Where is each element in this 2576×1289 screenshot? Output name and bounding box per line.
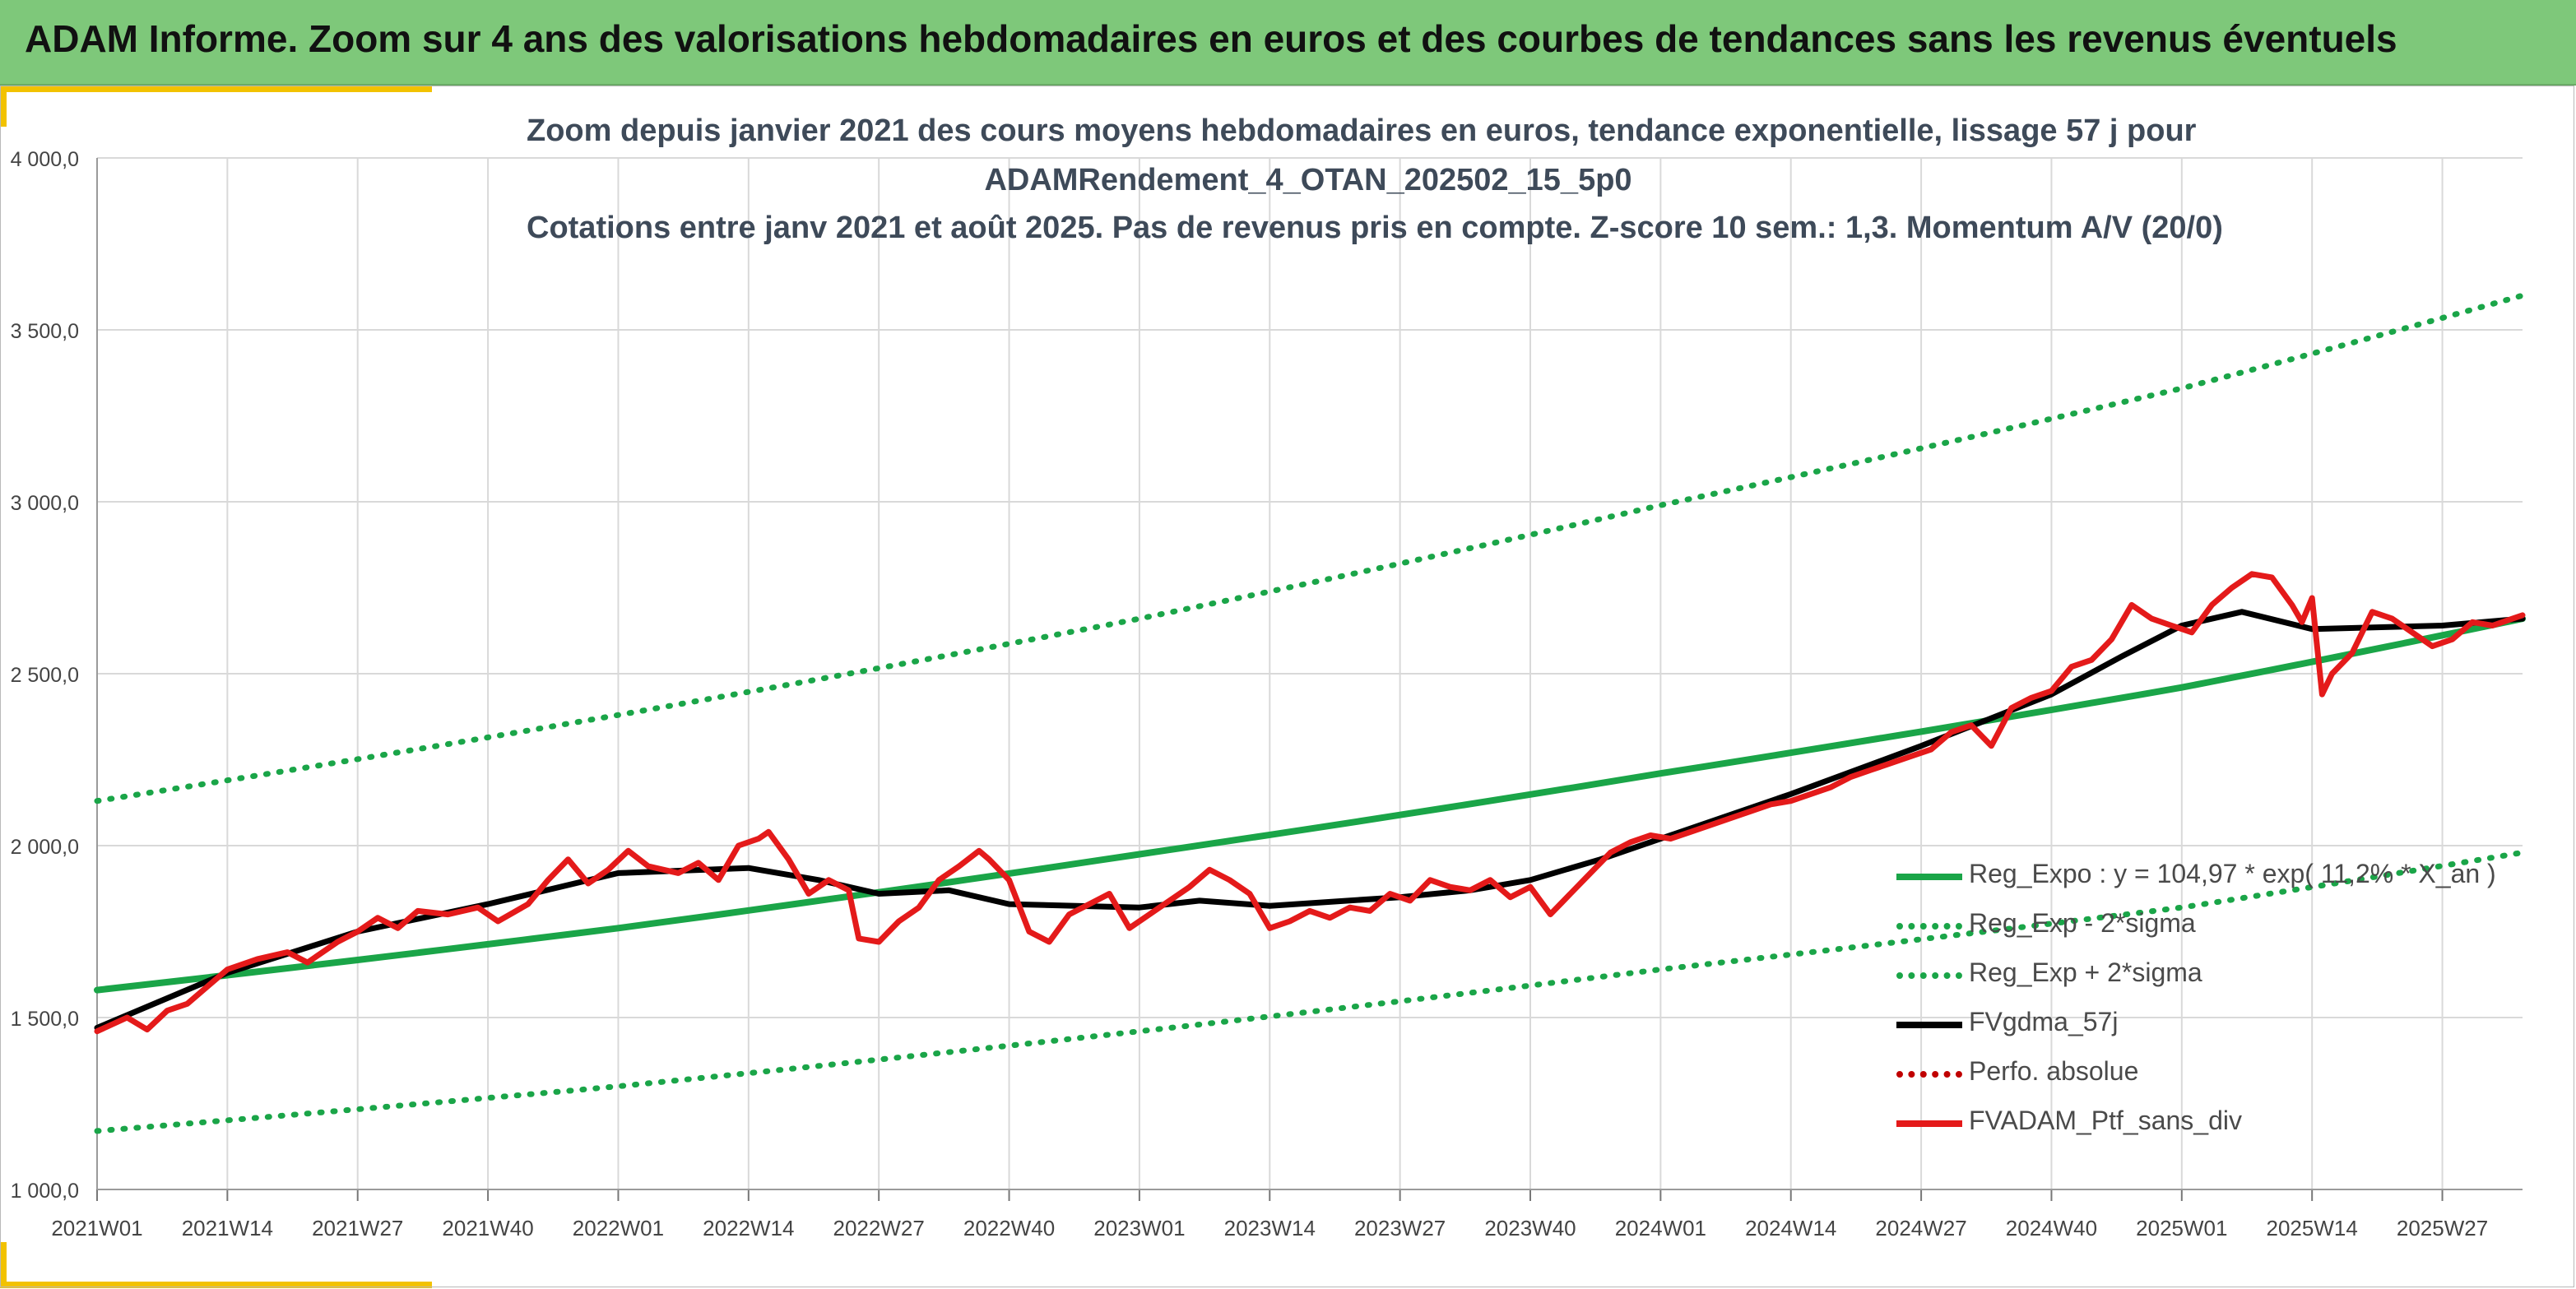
report-banner: ADAM Informe. Zoom sur 4 ans des valoris… xyxy=(0,0,2576,86)
legend-swatch-perfo xyxy=(1896,1071,1962,1078)
x-tick-label: 2024W27 xyxy=(1875,1216,1966,1240)
legend-label-gdma: FVgdma_57j xyxy=(1969,1007,2119,1036)
x-tick-label: 2024W01 xyxy=(1615,1216,1706,1240)
axes: 1 000,0 1 500,0 2 000,0 2 500,0 3 000,0 3 500… xyxy=(11,148,2523,1240)
x-tick-label: 2023W40 xyxy=(1484,1216,1576,1240)
x-tick-label: 2023W27 xyxy=(1354,1216,1446,1240)
x-tick-label: 2024W40 xyxy=(2006,1216,2097,1240)
x-tick-label: 2025W27 xyxy=(2397,1216,2488,1240)
x-tick-label: 2021W27 xyxy=(312,1216,403,1240)
x-tick-label: 2022W01 xyxy=(573,1216,664,1240)
x-tick-label: 2022W14 xyxy=(703,1216,794,1240)
grid xyxy=(96,157,2523,1189)
legend-label-reg-expo: Reg_Expo : y = 104,97 * exp( 11,2% * X_a… xyxy=(1969,859,2496,888)
legend-swatch-reg-expo xyxy=(1896,874,1962,880)
series-line-1 xyxy=(94,849,2526,1134)
y-tick-label: 2 000,0 xyxy=(11,836,79,859)
legend-label-perfo: Perfo. absolue xyxy=(1969,1056,2139,1086)
legend-label-reg-plus: Reg_Exp + 2*sigma xyxy=(1969,957,2202,987)
legend-swatch-reg-minus xyxy=(1896,923,1962,930)
legend-swatch-gdma xyxy=(1896,1022,1962,1028)
accent-bar-left xyxy=(0,86,7,127)
x-tick-label: 2025W14 xyxy=(2267,1216,2358,1240)
chart-frame xyxy=(0,86,2574,1287)
series xyxy=(94,292,2526,1134)
legend-label-ptf: FVADAM_Ptf_sans_div xyxy=(1969,1106,2242,1135)
x-tick-label: 2022W27 xyxy=(833,1216,925,1240)
x-tick-label: 2022W40 xyxy=(963,1216,1055,1240)
x-tick-label: 2021W40 xyxy=(442,1216,533,1240)
y-tick-label: 3 000,0 xyxy=(11,492,79,515)
x-tick-label: 2021W14 xyxy=(182,1216,273,1240)
x-tick-label: 2021W01 xyxy=(51,1216,142,1240)
accent-bar-bottom-left xyxy=(0,1242,7,1283)
legend-label-reg-minus: Reg_Exp - 2*sigma xyxy=(1969,908,2196,938)
x-tick-label: 2025W01 xyxy=(2136,1216,2227,1240)
y-tick-label: 1 000,0 xyxy=(11,1180,79,1203)
chart-title-line-1: Zoom depuis janvier 2021 des cours moyen… xyxy=(527,114,2197,148)
accent-bar-bottom xyxy=(0,1282,432,1288)
y-tick-label: 4 000,0 xyxy=(11,148,79,171)
x-tick-label: 2023W14 xyxy=(1224,1216,1316,1240)
y-tick-label: 1 500,0 xyxy=(11,1008,79,1031)
legend-swatch-reg-plus xyxy=(1896,972,1962,979)
series-line-5 xyxy=(94,571,2526,1035)
chart-title-line-3: Cotations entre janv 2021 et août 2025. … xyxy=(527,211,2223,245)
series-line-0 xyxy=(94,615,2526,994)
accent-bar-top xyxy=(0,86,432,92)
x-tick-label: 2023W01 xyxy=(1093,1216,1185,1240)
y-tick-label: 3 500,0 xyxy=(11,320,79,343)
legend-swatch-ptf xyxy=(1896,1120,1962,1127)
chart-title-line-2: ADAMRendement_4_OTAN_202502_15_5p0 xyxy=(984,163,1632,197)
y-tick-label: 2 500,0 xyxy=(11,664,79,687)
series-line-2 xyxy=(94,292,2526,804)
x-tick-label: 2024W14 xyxy=(1745,1216,1836,1240)
report-title: ADAM Informe. Zoom sur 4 ans des valoris… xyxy=(25,17,2397,60)
